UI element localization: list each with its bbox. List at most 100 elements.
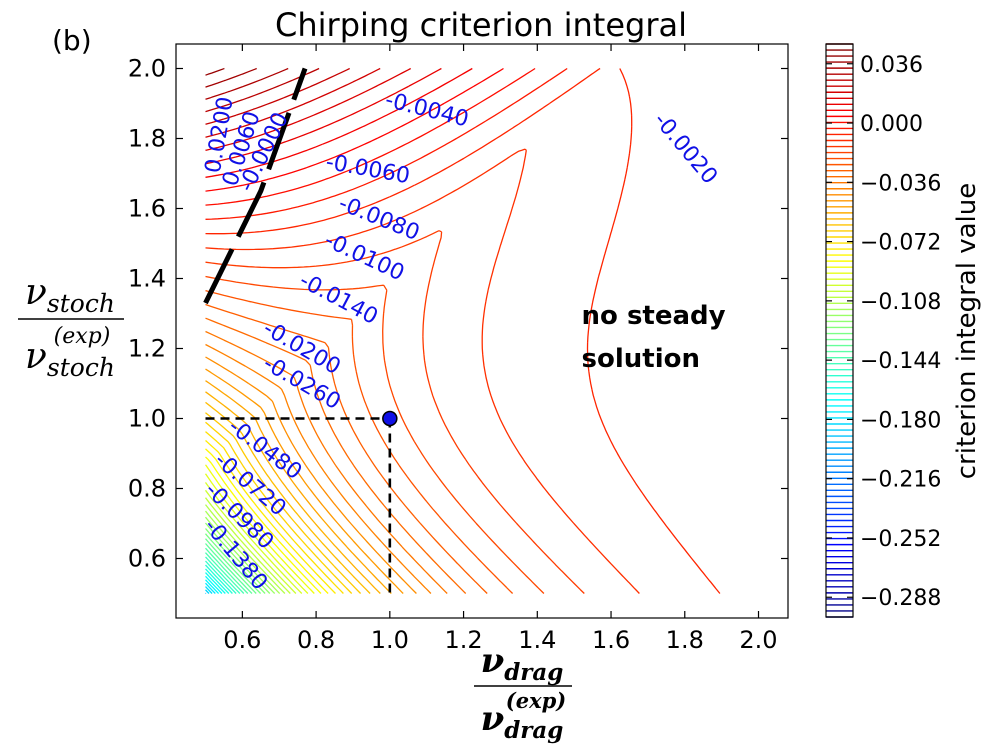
colorbar-ticks: 0.036 0.000 −0.036 −0.072 −0.108 −0.144 −0.180… bbox=[826, 53, 941, 611]
contour-line-60 bbox=[205, 401, 371, 594]
contour-line-83 bbox=[205, 67, 289, 100]
y-tick-label: 1.8 bbox=[128, 125, 166, 153]
contour-line-82 bbox=[205, 67, 320, 113]
contour-line-39 bbox=[204, 552, 245, 594]
axis-ticks: 0.6 0.8 1.0 1.2 1.4 1.6 1.8 2.0 0.6 0.8 1.0 1.2 1.4 1… bbox=[128, 44, 788, 654]
contour-line-74 bbox=[205, 67, 568, 220]
contour-line-47 bbox=[205, 510, 281, 595]
contour-line-30 bbox=[205, 586, 213, 594]
y-tick-label: 0.6 bbox=[128, 545, 166, 573]
y-tick-label: 1.4 bbox=[128, 265, 166, 293]
y-label-denominator: νstoch bbox=[25, 336, 115, 382]
contour-line-40 bbox=[205, 547, 249, 594]
contour-line-68 bbox=[205, 303, 488, 594]
contour-line-80 bbox=[205, 67, 381, 138]
contour-line-65 bbox=[205, 343, 432, 594]
contour-line-85 bbox=[205, 67, 225, 76]
y-label-den-superscript: (exp) bbox=[54, 324, 111, 349]
contour-line-32 bbox=[205, 579, 220, 594]
contour-line-72 bbox=[205, 148, 640, 594]
contour-line-64 bbox=[205, 356, 417, 594]
y-axis-label: νstoch νstoch (exp) bbox=[18, 272, 124, 382]
x-tick-label: 1.0 bbox=[371, 626, 409, 654]
colorbar-color-lines bbox=[826, 43, 853, 618]
contour-line-63 bbox=[205, 368, 404, 594]
y-label-den-subscript: stoch bbox=[47, 353, 115, 382]
contour-line-38 bbox=[205, 556, 241, 594]
y-tick-label: 1.0 bbox=[128, 405, 166, 433]
contour-line-54 bbox=[205, 456, 322, 594]
contour-line-58 bbox=[205, 421, 353, 594]
x-axis-label: νdrag νdrag (exp) bbox=[474, 641, 572, 744]
x-tick-label: 2.0 bbox=[739, 626, 777, 654]
contour-label-8: -0.0140 bbox=[295, 268, 382, 330]
contour-line-46 bbox=[204, 516, 276, 594]
contour-line-43 bbox=[204, 533, 262, 594]
y-label-num-subscript: stoch bbox=[47, 289, 115, 318]
x-tick-label: 0.8 bbox=[297, 626, 335, 654]
colorbar-tick-label: 0.000 bbox=[860, 112, 923, 137]
contour-line-67 bbox=[205, 317, 467, 594]
contour-line-36 bbox=[205, 564, 233, 594]
colorbar-tick-label: −0.288 bbox=[860, 586, 941, 611]
contour-line-59 bbox=[204, 412, 362, 594]
contour-line-41 bbox=[205, 543, 253, 594]
contour-line-31 bbox=[205, 582, 216, 594]
contour-line-52 bbox=[204, 473, 309, 594]
x-tick-label: 0.6 bbox=[223, 626, 261, 654]
x-label-den-superscript: (exp) bbox=[506, 688, 566, 713]
y-tick-label: 1.2 bbox=[128, 335, 166, 363]
chart-title: Chirping criterion integral bbox=[275, 6, 687, 44]
contour-line-71 bbox=[205, 230, 585, 594]
x-label-den-subscript: drag bbox=[504, 717, 563, 744]
contour-line-34 bbox=[205, 572, 226, 594]
contour-line-37 bbox=[205, 560, 237, 594]
contour-line-57 bbox=[205, 431, 344, 594]
contour-line-33 bbox=[205, 575, 223, 594]
zero-contour-line bbox=[203, 67, 308, 305]
x-label-denominator: νdrag bbox=[481, 699, 564, 744]
panel-label: (b) bbox=[52, 24, 92, 57]
colorbar-tick-label: −0.252 bbox=[860, 527, 941, 552]
contour-line-73 bbox=[205, 67, 721, 594]
colorbar-frame bbox=[825, 43, 854, 618]
colorbar-tick-label: −0.216 bbox=[860, 468, 941, 493]
contour-line-62 bbox=[205, 380, 392, 594]
contour-line-49 bbox=[204, 497, 291, 594]
contour-line-84 bbox=[205, 67, 257, 88]
note-line-2: solution bbox=[582, 344, 700, 374]
contour-line-51 bbox=[204, 482, 303, 594]
y-label-den-symbol: ν bbox=[25, 336, 47, 377]
colorbar-tick-label: −0.180 bbox=[860, 408, 941, 433]
x-label-num-subscript: drag bbox=[504, 659, 563, 686]
plot-frame bbox=[175, 43, 789, 619]
y-tick-label: 1.6 bbox=[128, 195, 166, 223]
contour-line-50 bbox=[204, 489, 297, 594]
contour-line-76 bbox=[205, 67, 504, 192]
contour-line-61 bbox=[205, 391, 381, 594]
overlays bbox=[203, 67, 398, 594]
contour-line-66 bbox=[205, 330, 448, 594]
contour-line-44 bbox=[205, 528, 266, 594]
contour-line-75 bbox=[205, 67, 536, 206]
contour-label-4: -0.0020 bbox=[648, 108, 722, 189]
y-label-numerator: νstoch bbox=[25, 272, 115, 318]
colorbar-tick-label: −0.144 bbox=[860, 349, 941, 374]
x-tick-label: 1.8 bbox=[666, 626, 704, 654]
colorbar-tick-label: −0.108 bbox=[860, 290, 941, 315]
contour-line-42 bbox=[205, 538, 257, 594]
no-steady-solution-note: no steady solution bbox=[582, 301, 735, 374]
x-tick-label: 1.4 bbox=[518, 626, 556, 654]
contour-line-70 bbox=[205, 275, 545, 594]
contour-line-29 bbox=[205, 589, 210, 594]
y-label-num-symbol: ν bbox=[25, 272, 47, 313]
contour-line-35 bbox=[205, 568, 230, 594]
y-tick-label: 0.8 bbox=[128, 475, 166, 503]
y-tick-label: 2.0 bbox=[128, 55, 166, 83]
reference-point-marker bbox=[382, 410, 398, 427]
colorbar-label: criterion integral value bbox=[952, 183, 982, 480]
contour-line-53 bbox=[205, 464, 315, 594]
contour-line-45 bbox=[204, 522, 271, 594]
note-line-1: no steady bbox=[582, 301, 726, 331]
